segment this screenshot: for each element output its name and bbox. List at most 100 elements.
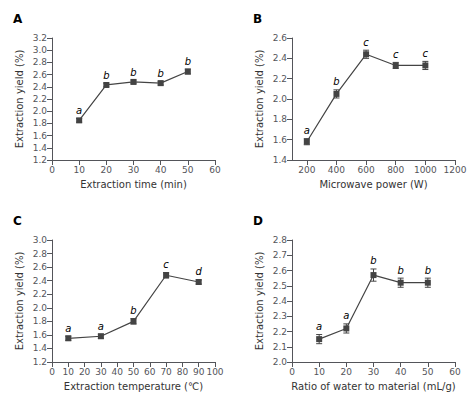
svg-text:90: 90	[193, 367, 205, 377]
svg-text:1.6: 1.6	[33, 131, 48, 141]
svg-text:c: c	[423, 48, 429, 59]
svg-text:2.6: 2.6	[33, 262, 48, 272]
svg-text:2.5: 2.5	[273, 281, 287, 291]
svg-text:1.2: 1.2	[33, 357, 47, 367]
svg-text:2.8: 2.8	[33, 249, 48, 259]
svg-text:a: a	[65, 323, 71, 334]
svg-text:3.0: 3.0	[33, 45, 48, 55]
svg-text:2.2: 2.2	[273, 74, 287, 84]
svg-text:3.0: 3.0	[33, 235, 48, 245]
svg-text:b: b	[130, 67, 136, 78]
svg-text:1.4: 1.4	[33, 343, 48, 353]
svg-text:B: B	[253, 12, 262, 26]
svg-text:60: 60	[449, 367, 461, 377]
svg-text:a: a	[76, 105, 82, 116]
svg-text:b: b	[130, 305, 136, 316]
svg-text:1.4: 1.4	[33, 143, 48, 153]
svg-text:2.0: 2.0	[273, 357, 288, 367]
svg-text:1000: 1000	[414, 165, 437, 175]
svg-text:20: 20	[101, 165, 113, 175]
svg-text:D: D	[253, 214, 263, 228]
svg-text:50: 50	[422, 367, 434, 377]
svg-text:2.7: 2.7	[273, 250, 287, 260]
svg-text:2.4: 2.4	[273, 296, 288, 306]
svg-text:C: C	[13, 214, 22, 228]
svg-text:100: 100	[206, 367, 223, 377]
svg-text:b: b	[185, 56, 191, 67]
svg-text:b: b	[157, 68, 163, 79]
svg-text:1.6: 1.6	[33, 330, 48, 340]
svg-text:1.4: 1.4	[273, 155, 288, 165]
svg-text:3.2: 3.2	[33, 33, 47, 43]
svg-text:b: b	[333, 76, 339, 87]
svg-text:2.0: 2.0	[33, 303, 48, 313]
svg-text:Extraction temperature (℃): Extraction temperature (℃)	[64, 381, 203, 392]
svg-text:0: 0	[289, 367, 295, 377]
svg-text:0: 0	[49, 367, 55, 377]
svg-text:a: a	[98, 321, 104, 332]
svg-text:50: 50	[128, 367, 140, 377]
svg-text:30: 30	[95, 367, 107, 377]
svg-text:40: 40	[155, 165, 167, 175]
svg-text:Extraction yield (%): Extraction yield (%)	[254, 252, 265, 351]
svg-text:1.8: 1.8	[273, 114, 288, 124]
svg-text:2.3: 2.3	[273, 311, 287, 321]
svg-text:60: 60	[144, 367, 156, 377]
svg-text:2.0: 2.0	[273, 94, 288, 104]
svg-text:2.4: 2.4	[33, 276, 48, 286]
svg-text:20: 20	[79, 367, 91, 377]
svg-text:30: 30	[368, 367, 380, 377]
svg-text:a: a	[304, 125, 310, 136]
svg-text:Extraction yield (%): Extraction yield (%)	[14, 50, 25, 149]
svg-text:60: 60	[209, 165, 221, 175]
svg-text:1.2: 1.2	[33, 155, 47, 165]
svg-text:2.6: 2.6	[273, 266, 288, 276]
svg-text:c: c	[393, 49, 399, 60]
svg-text:2.8: 2.8	[273, 235, 288, 245]
svg-text:40: 40	[395, 367, 407, 377]
svg-text:Extraction yield (%): Extraction yield (%)	[254, 50, 265, 149]
svg-text:80: 80	[177, 367, 189, 377]
svg-text:30: 30	[128, 165, 140, 175]
svg-text:c: c	[363, 37, 369, 48]
svg-text:a: a	[316, 321, 322, 332]
svg-text:800: 800	[387, 165, 404, 175]
svg-text:1.6: 1.6	[273, 135, 288, 145]
svg-text:A: A	[13, 12, 23, 26]
svg-text:50: 50	[182, 165, 194, 175]
svg-text:2.2: 2.2	[273, 327, 287, 337]
svg-text:2.6: 2.6	[273, 33, 288, 43]
svg-text:a: a	[343, 310, 349, 321]
svg-text:40: 40	[111, 367, 123, 377]
svg-text:2.4: 2.4	[273, 53, 288, 63]
svg-text:2.6: 2.6	[33, 70, 48, 80]
svg-text:2.4: 2.4	[33, 82, 48, 92]
svg-text:Extraction time (min): Extraction time (min)	[80, 179, 187, 190]
svg-text:2.0: 2.0	[33, 106, 48, 116]
svg-text:1200: 1200	[444, 165, 467, 175]
svg-text:b: b	[103, 70, 109, 81]
svg-text:0: 0	[49, 165, 55, 175]
svg-text:70: 70	[160, 367, 172, 377]
svg-text:b: b	[370, 255, 376, 266]
svg-text:1.8: 1.8	[33, 118, 48, 128]
svg-text:10: 10	[73, 165, 85, 175]
svg-text:2.2: 2.2	[33, 289, 47, 299]
svg-text:1.8: 1.8	[33, 316, 48, 326]
svg-text:10: 10	[63, 367, 75, 377]
svg-text:10: 10	[313, 367, 325, 377]
svg-text:d: d	[196, 266, 203, 277]
svg-text:c: c	[163, 259, 169, 270]
svg-text:600: 600	[357, 165, 374, 175]
svg-text:20: 20	[341, 367, 353, 377]
svg-text:200: 200	[298, 165, 315, 175]
svg-text:Extraction yield (%): Extraction yield (%)	[14, 252, 25, 351]
svg-text:Ratio of water to material (mL: Ratio of water to material (mL/g)	[291, 381, 455, 392]
svg-text:b: b	[425, 265, 431, 276]
svg-text:400: 400	[328, 165, 345, 175]
svg-text:2.1: 2.1	[273, 342, 287, 352]
svg-text:2.8: 2.8	[33, 57, 48, 67]
svg-text:2.2: 2.2	[33, 94, 47, 104]
svg-text:Microwave power (W): Microwave power (W)	[319, 179, 427, 190]
svg-text:b: b	[397, 265, 403, 276]
